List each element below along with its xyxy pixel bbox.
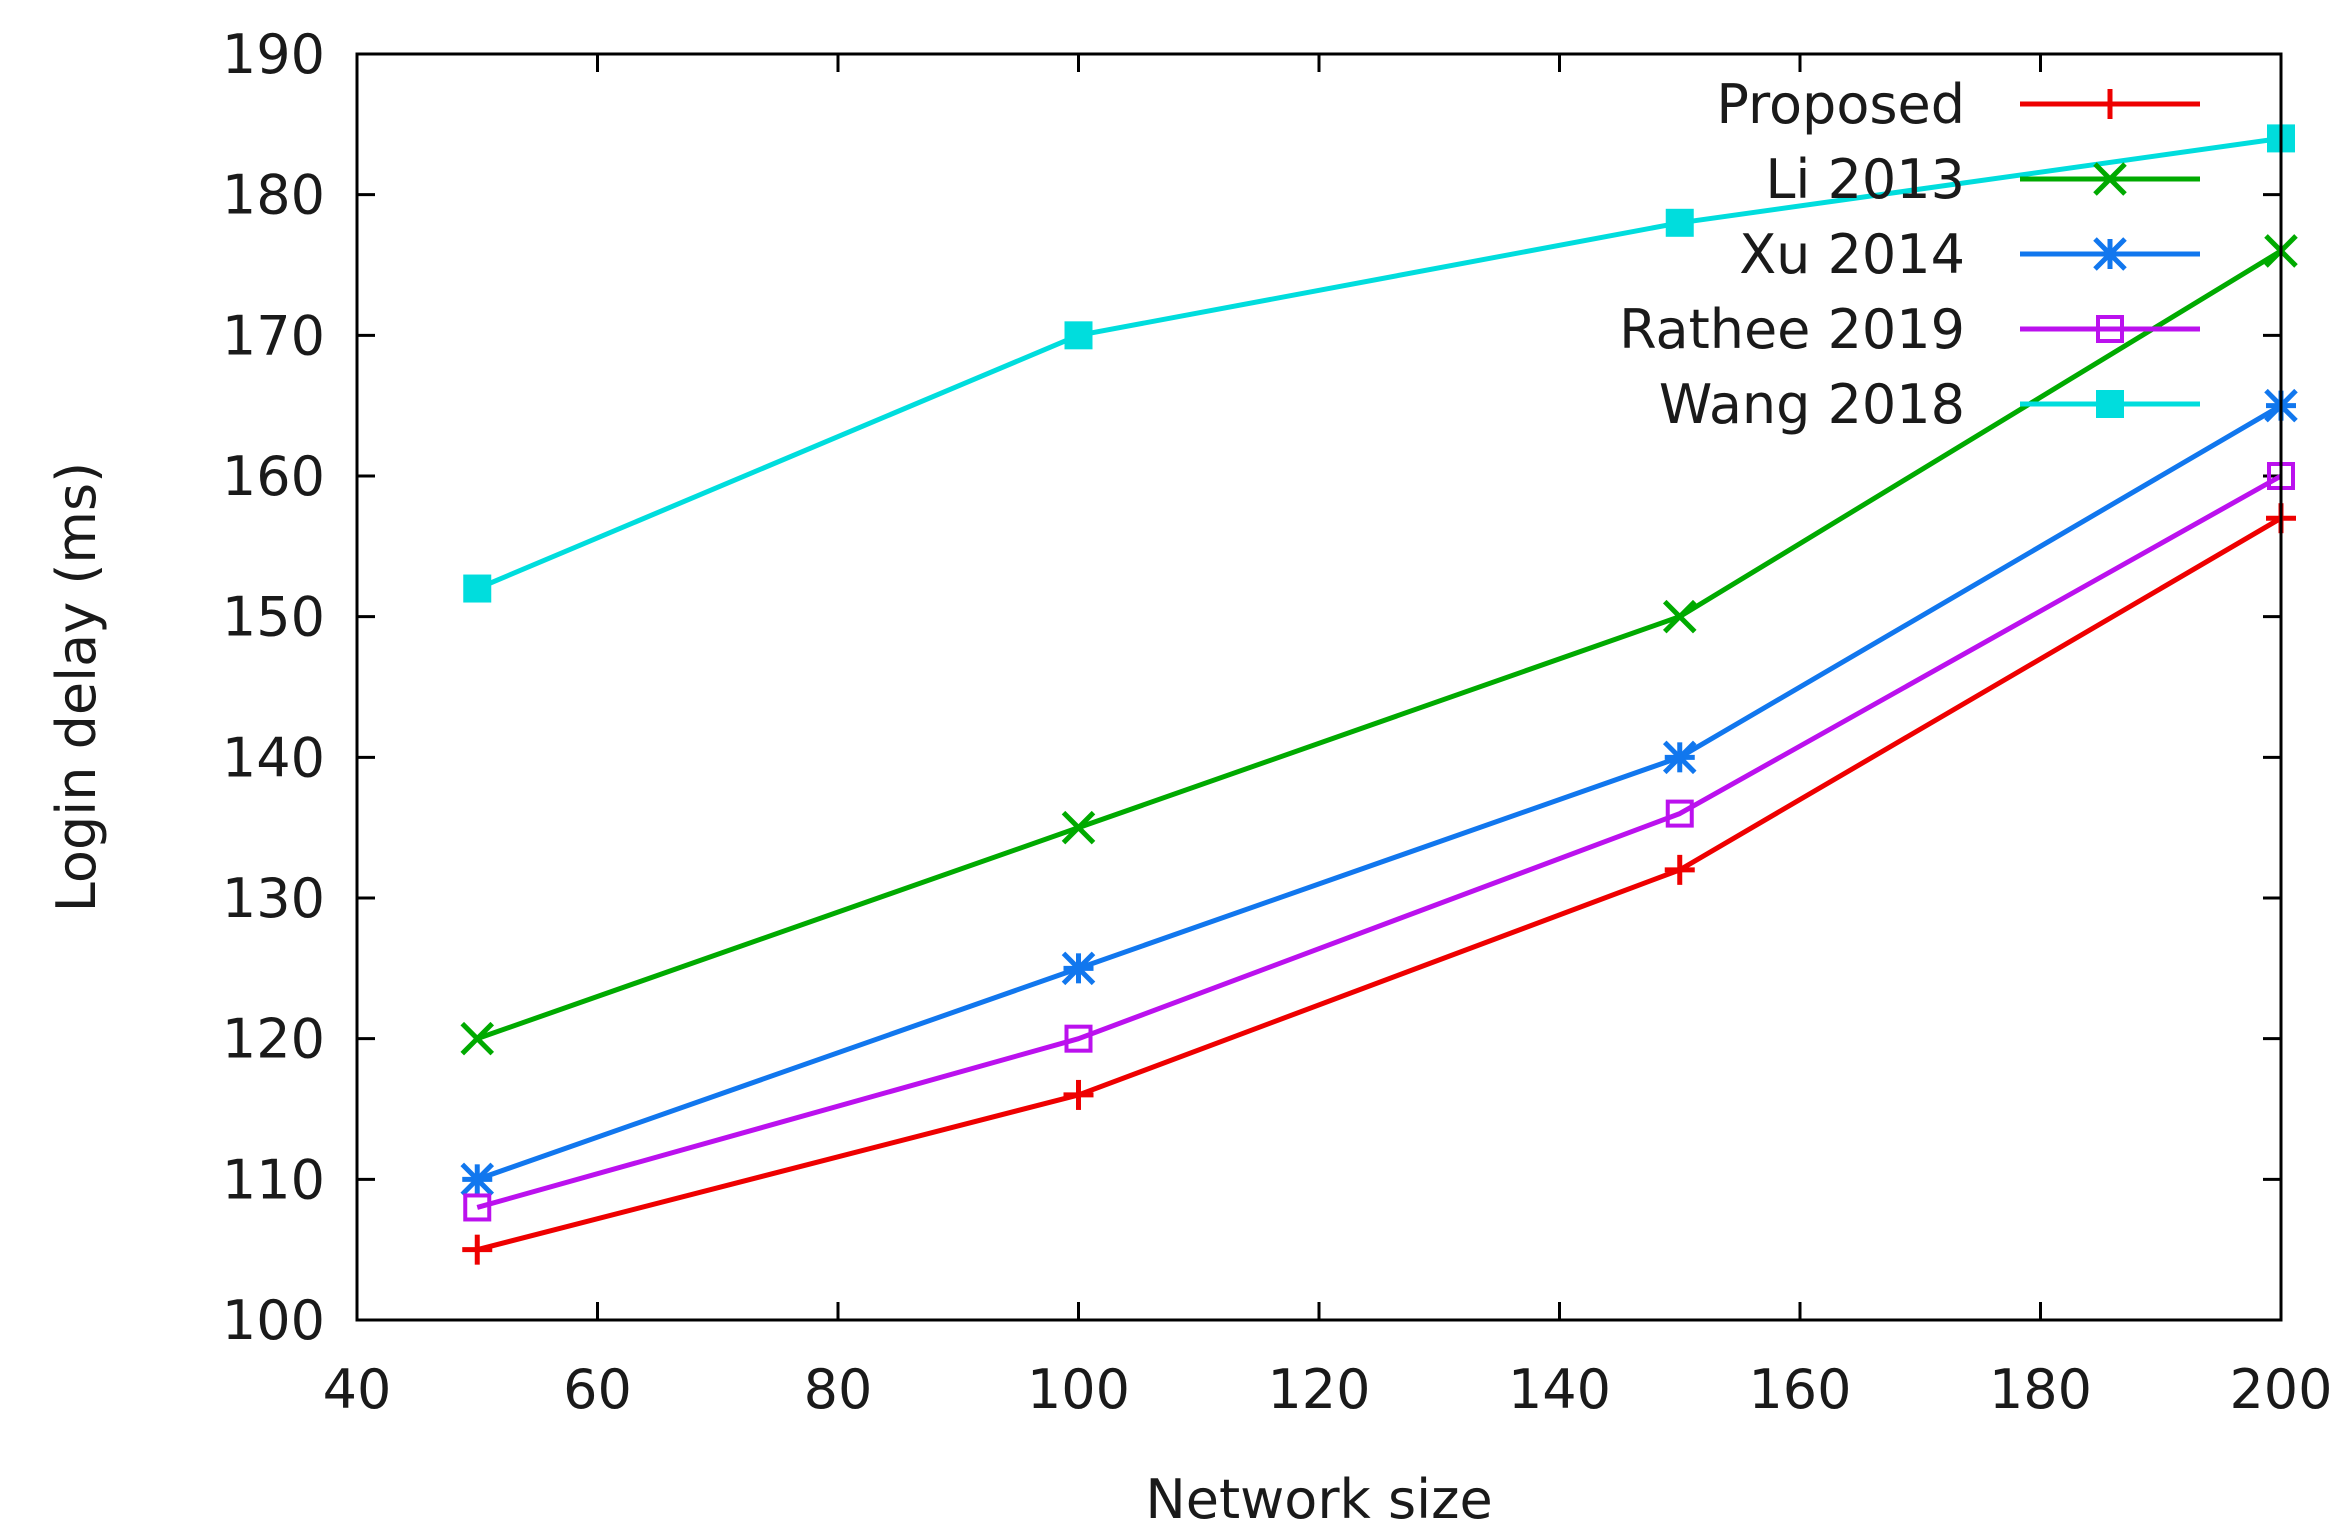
legend: Proposed Li 2013 Xu 2014 Rathee 2019 Wang 20… xyxy=(1619,73,2200,436)
data-point xyxy=(460,1021,495,1056)
data-point xyxy=(1665,208,1694,237)
data-point xyxy=(1064,1024,1093,1053)
y-tick-label: 120 xyxy=(222,1008,325,1071)
y-tick-label: 140 xyxy=(222,726,325,789)
y-tick-label: 170 xyxy=(222,304,325,367)
x-tick-label: 80 xyxy=(804,1358,873,1421)
legend-label: Proposed xyxy=(1716,73,1965,136)
x-tick-label: 100 xyxy=(1027,1358,1130,1421)
y-tick-label: 190 xyxy=(222,23,325,86)
legend-marker xyxy=(2093,162,2127,196)
axis-ticks: 40 60 80 100 120 140 160 180 200 100 110 120 130 140 1… xyxy=(222,23,2333,1421)
legend-marker xyxy=(2093,237,2127,271)
data-point xyxy=(463,574,492,603)
data-point xyxy=(460,1162,495,1197)
data-point xyxy=(462,1234,493,1265)
plot-frame xyxy=(355,52,2283,1322)
data-point xyxy=(1662,599,1697,634)
series-line-4 xyxy=(476,135,2282,591)
y-tick-label: 150 xyxy=(222,586,325,649)
y-tick-label: 130 xyxy=(222,867,325,930)
data-point xyxy=(1665,799,1694,828)
legend-label: Xu 2014 xyxy=(1739,223,1965,286)
y-axis-label: Login delay (ms) xyxy=(45,462,108,912)
data-point xyxy=(1063,1079,1094,1110)
y-tick-label: 100 xyxy=(222,1289,325,1352)
data-point xyxy=(1064,321,1093,350)
legend-label: Li 2013 xyxy=(1765,148,1965,211)
series-line-2 xyxy=(476,403,2283,1182)
data-point xyxy=(463,1193,492,1222)
x-tick-label: 180 xyxy=(1989,1358,2092,1421)
x-tick-label: 160 xyxy=(1748,1358,1851,1421)
x-tick-label: 120 xyxy=(1267,1358,1370,1421)
legend-label: Wang 2018 xyxy=(1659,373,1965,436)
y-tick-label: 110 xyxy=(222,1148,325,1211)
legend-label: Rathee 2019 xyxy=(1619,298,1965,361)
x-tick-label: 60 xyxy=(563,1358,632,1421)
legend-marker xyxy=(2095,89,2125,119)
x-tick-label: 140 xyxy=(1508,1358,1611,1421)
data-point xyxy=(1061,810,1096,845)
series-line-0 xyxy=(476,516,2283,1253)
data-point xyxy=(1662,740,1697,775)
y-tick-label: 160 xyxy=(222,445,325,508)
series-line-3 xyxy=(476,473,2283,1210)
data-point xyxy=(1061,951,1096,986)
x-axis-label: Network size xyxy=(1145,1468,1492,1531)
x-tick-label: 40 xyxy=(323,1358,392,1421)
data-point xyxy=(1664,854,1695,885)
y-tick-label: 180 xyxy=(222,164,325,227)
legend-marker xyxy=(2096,390,2124,418)
x-tick-label: 200 xyxy=(2229,1358,2332,1421)
series-lines xyxy=(460,124,2298,1265)
legend-marker xyxy=(2096,315,2124,343)
series-line-1 xyxy=(476,248,2283,1042)
